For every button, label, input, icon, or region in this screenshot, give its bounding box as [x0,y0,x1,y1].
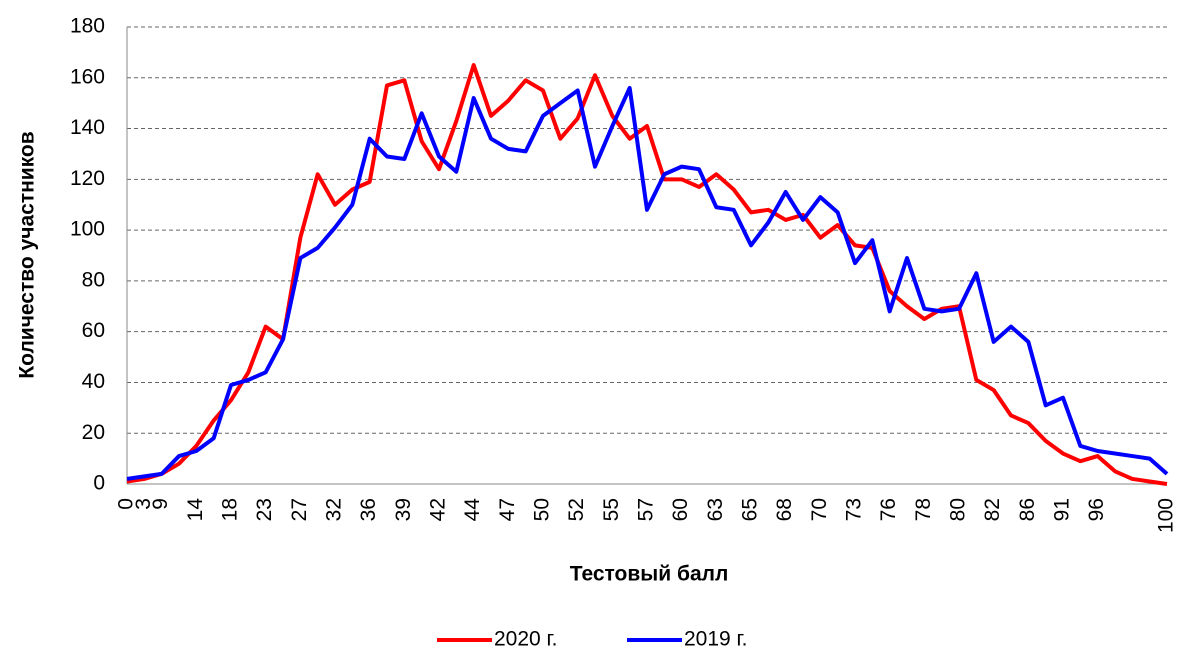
legend-label: 2019 г. [684,628,747,651]
x-tick-label: 86 [1016,498,1039,521]
x-tick-label: 18 [219,498,242,521]
x-tick-label: 80 [947,498,970,521]
x-tick-label: 96 [1085,498,1108,521]
x-tick-label: 68 [773,498,796,521]
x-tick-label: 39 [392,498,415,521]
y-tick-label: 80 [82,268,105,291]
y-tick-label: 160 [70,65,105,88]
y-tick-label: 120 [70,167,105,190]
x-tick-label: 23 [253,498,276,521]
x-tick-label: 27 [288,498,311,521]
y-tick-label: 100 [70,218,105,241]
x-tick-label: 55 [600,498,623,521]
x-tick-label: 82 [981,498,1004,521]
x-tick-label: 42 [427,498,450,521]
series-line [126,85,1169,481]
x-tick-label: 76 [877,498,900,521]
x-tick-label: 36 [357,498,380,521]
x-tick-label: 32 [323,498,346,521]
y-tick-label: 60 [82,319,105,342]
x-tick-label: 65 [739,498,762,521]
legend-label: 2020 г. [494,628,557,651]
x-tick-label: 9 [149,498,172,510]
x-tick-label: 91 [1051,498,1074,521]
x-tick-label: 63 [704,498,727,521]
x-tick-label: 3 [132,498,155,510]
x-tick-label: 70 [808,498,831,521]
x-tick-label: 78 [912,498,935,521]
x-tick-label: 50 [531,498,554,521]
y-tick-label: 20 [82,421,105,444]
x-axis-title: Тестовый балл [570,563,729,586]
x-tick-label: 73 [843,498,866,521]
y-tick-label: 0 [93,472,105,495]
x-tick-label: 57 [635,498,658,521]
series-line [126,63,1168,486]
x-tick-label: 52 [565,498,588,521]
x-tick-label: 0 [115,498,138,510]
y-tick-label: 140 [70,116,105,139]
y-tick-label: 40 [82,370,105,393]
x-tick-label: 47 [496,498,519,521]
y-tick-label: 180 [70,15,105,38]
x-tick-label: 100 [1155,498,1178,533]
x-tick-label: 14 [184,498,207,522]
y-axis-title: Количество участников [16,131,39,378]
x-tick-label: 44 [461,498,484,522]
x-tick-label: 60 [669,498,692,521]
